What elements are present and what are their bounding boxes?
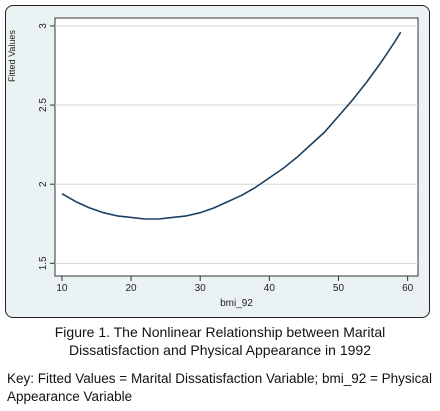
x-tick-label: 20 (125, 283, 137, 294)
figure-key-line-2: Appearance Variable (7, 389, 133, 404)
y-tick-label: 1.5 (38, 256, 49, 270)
y-tick-label: 2 (38, 181, 49, 187)
line-chart: 1.5 2 2.5 3 10 20 30 40 50 60 bmi_92 Fitted Values (7, 17, 419, 309)
x-tick-label: 10 (56, 283, 68, 294)
x-tick-label: 50 (333, 283, 345, 294)
figure-caption: Figure 1. The Nonlinear Relationship bet… (0, 323, 440, 359)
figure-key-line-1: Key: Fitted Values = Marital Dissatisfac… (7, 371, 432, 386)
plot-area (54, 17, 419, 277)
y-tick-label: 3 (38, 23, 49, 29)
figure-caption-line-2: Dissatisfaction and Physical Appearance … (69, 342, 371, 358)
figure-caption-line-1: Figure 1. The Nonlinear Relationship bet… (54, 324, 386, 340)
y-tick-label: 2.5 (38, 98, 49, 112)
x-tick-label: 40 (264, 283, 276, 294)
x-axis-label: bmi_92 (220, 298, 253, 309)
x-tick-label: 30 (195, 283, 207, 294)
x-tick-label: 60 (402, 283, 414, 294)
y-axis-label: Fitted Values (7, 30, 17, 82)
figure-key: Key: Fitted Values = Marital Dissatisfac… (7, 370, 435, 406)
fitted-values-line (61, 31, 402, 220)
